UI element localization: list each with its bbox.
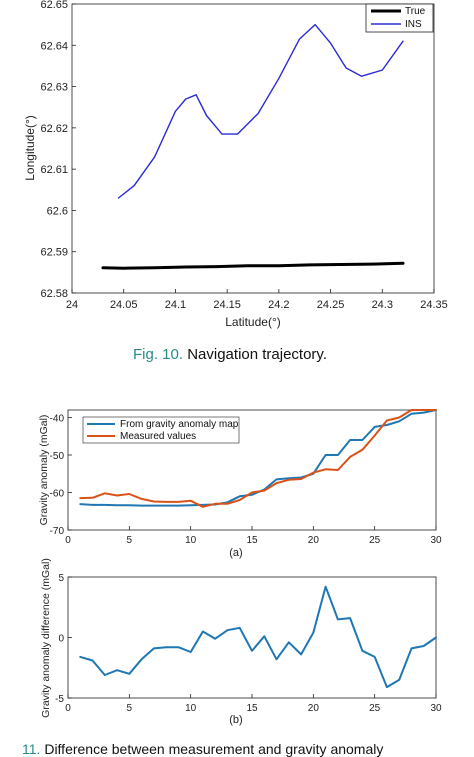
x-tick-label: 5	[127, 535, 133, 546]
y-tick-label: 62.58	[40, 288, 68, 300]
y-tick-label: 62.64	[40, 40, 68, 52]
y-tick-label: -40	[50, 414, 65, 425]
y-tick-label: 62.6	[47, 205, 68, 217]
x-tick-label: 30	[430, 535, 442, 546]
x-ticks: 24 24.05 24.1 24.15 24.2 24.25 24.3 24.35	[66, 289, 448, 311]
subcaption-a: (a)	[229, 547, 242, 559]
y-tick-label: 62.61	[40, 164, 68, 176]
y-tick-label: -60	[50, 489, 65, 500]
y-ticks: 62.58 62.59 62.6 62.61 62.62 62.63 62.64 62.65	[40, 0, 76, 300]
y-tick-label: -5	[55, 694, 64, 705]
legend-label-true: True	[405, 6, 426, 17]
legend: From gravity anomaly map Measured values	[82, 416, 240, 444]
y-ticks: -5 0 5	[55, 573, 72, 705]
y-axis-label: Gravity anomaly (mGal)	[38, 415, 50, 526]
x-tick-label: 20	[308, 703, 320, 714]
caption-text: Navigation trajectory.	[187, 346, 327, 363]
x-tick-label: 10	[185, 703, 197, 714]
x-axis-label: Latitude(°)	[225, 315, 281, 329]
legend-box	[365, 3, 434, 33]
legend-box	[82, 416, 240, 444]
y-tick-label: 5	[58, 573, 64, 584]
x-tick-label: 24.15	[213, 299, 241, 311]
x-tick-label: 20	[308, 535, 320, 546]
x-tick-label: 15	[246, 703, 258, 714]
chart-trajectory: 24 24.05 24.1 24.15 24.2 24.25 24.3 24.35 62.58…	[23, 0, 448, 329]
x-ticks: 0 5 10 15 20 25 30	[65, 526, 442, 546]
x-tick-label: 24.2	[268, 299, 289, 311]
legend-label-measured: Measured values	[120, 431, 196, 442]
legend-label-ins: INS	[405, 19, 422, 30]
y-axis-label: Longitude(°)	[23, 115, 37, 181]
x-tick-label: 0	[65, 535, 71, 546]
legend: True INS	[365, 3, 434, 33]
x-tick-label: 15	[246, 535, 258, 546]
y-axis-label: Gravity anomaly difference (mGal)	[40, 558, 52, 718]
series-line-measured-values	[79, 409, 437, 508]
series	[79, 585, 437, 689]
series-line-true	[101, 261, 405, 270]
x-tick-label: 24.05	[110, 299, 138, 311]
y-tick-label: 0	[58, 634, 64, 645]
x-tick-label: 30	[430, 703, 442, 714]
chart-trajectory-frame	[71, 3, 435, 294]
chart-gravity-difference-frame	[67, 576, 437, 699]
y-ticks: -70 -60 -50 -40	[50, 414, 72, 537]
caption-figure-number: 11.	[22, 741, 41, 757]
x-tick-label: 5	[127, 703, 133, 714]
legend-label-map: From gravity anomaly map	[120, 419, 239, 430]
series-line-difference	[79, 585, 437, 689]
chart-gravity-difference: 0 5 10 15 20 25 30 -505 Gravity anomaly differ…	[40, 558, 442, 726]
y-tick-label: -70	[50, 526, 65, 537]
series-line-ins	[117, 23, 404, 199]
figure-10-caption: Fig. 10. Navigation trajectory.	[133, 346, 327, 363]
series	[101, 23, 405, 270]
x-tick-label: 24.25	[317, 299, 345, 311]
y-tick-label: 62.63	[40, 82, 68, 94]
y-tick-label: 62.62	[40, 123, 68, 135]
subcaption-b: (b)	[229, 714, 242, 726]
figure-11-caption: 11. Difference between measurement and g…	[22, 741, 383, 757]
y-tick-label: -50	[50, 451, 65, 462]
x-tick-label: 25	[369, 535, 381, 546]
x-tick-label: 25	[369, 703, 381, 714]
x-tick-label: 24.3	[372, 299, 393, 311]
x-tick-label: 24.1	[165, 299, 186, 311]
caption-figure-number: Fig. 10.	[133, 346, 184, 363]
caption-text: Difference between measurement and gravi…	[44, 741, 384, 757]
x-tick-label: 24	[66, 299, 78, 311]
x-tick-label: 10	[185, 535, 197, 546]
series	[79, 409, 437, 508]
x-tick-label: 0	[65, 703, 71, 714]
y-tick-label: 62.65	[40, 0, 68, 11]
x-ticks: 0 5 10 15 20 25 30	[65, 694, 442, 714]
x-tick-label: 24.35	[420, 299, 448, 311]
chart-gravity-anomaly: 0 5 10 15 20 25 30 -70 -60 -50 -40 Gravity anomal…	[38, 409, 442, 559]
y-tick-label: 62.59	[40, 247, 68, 259]
